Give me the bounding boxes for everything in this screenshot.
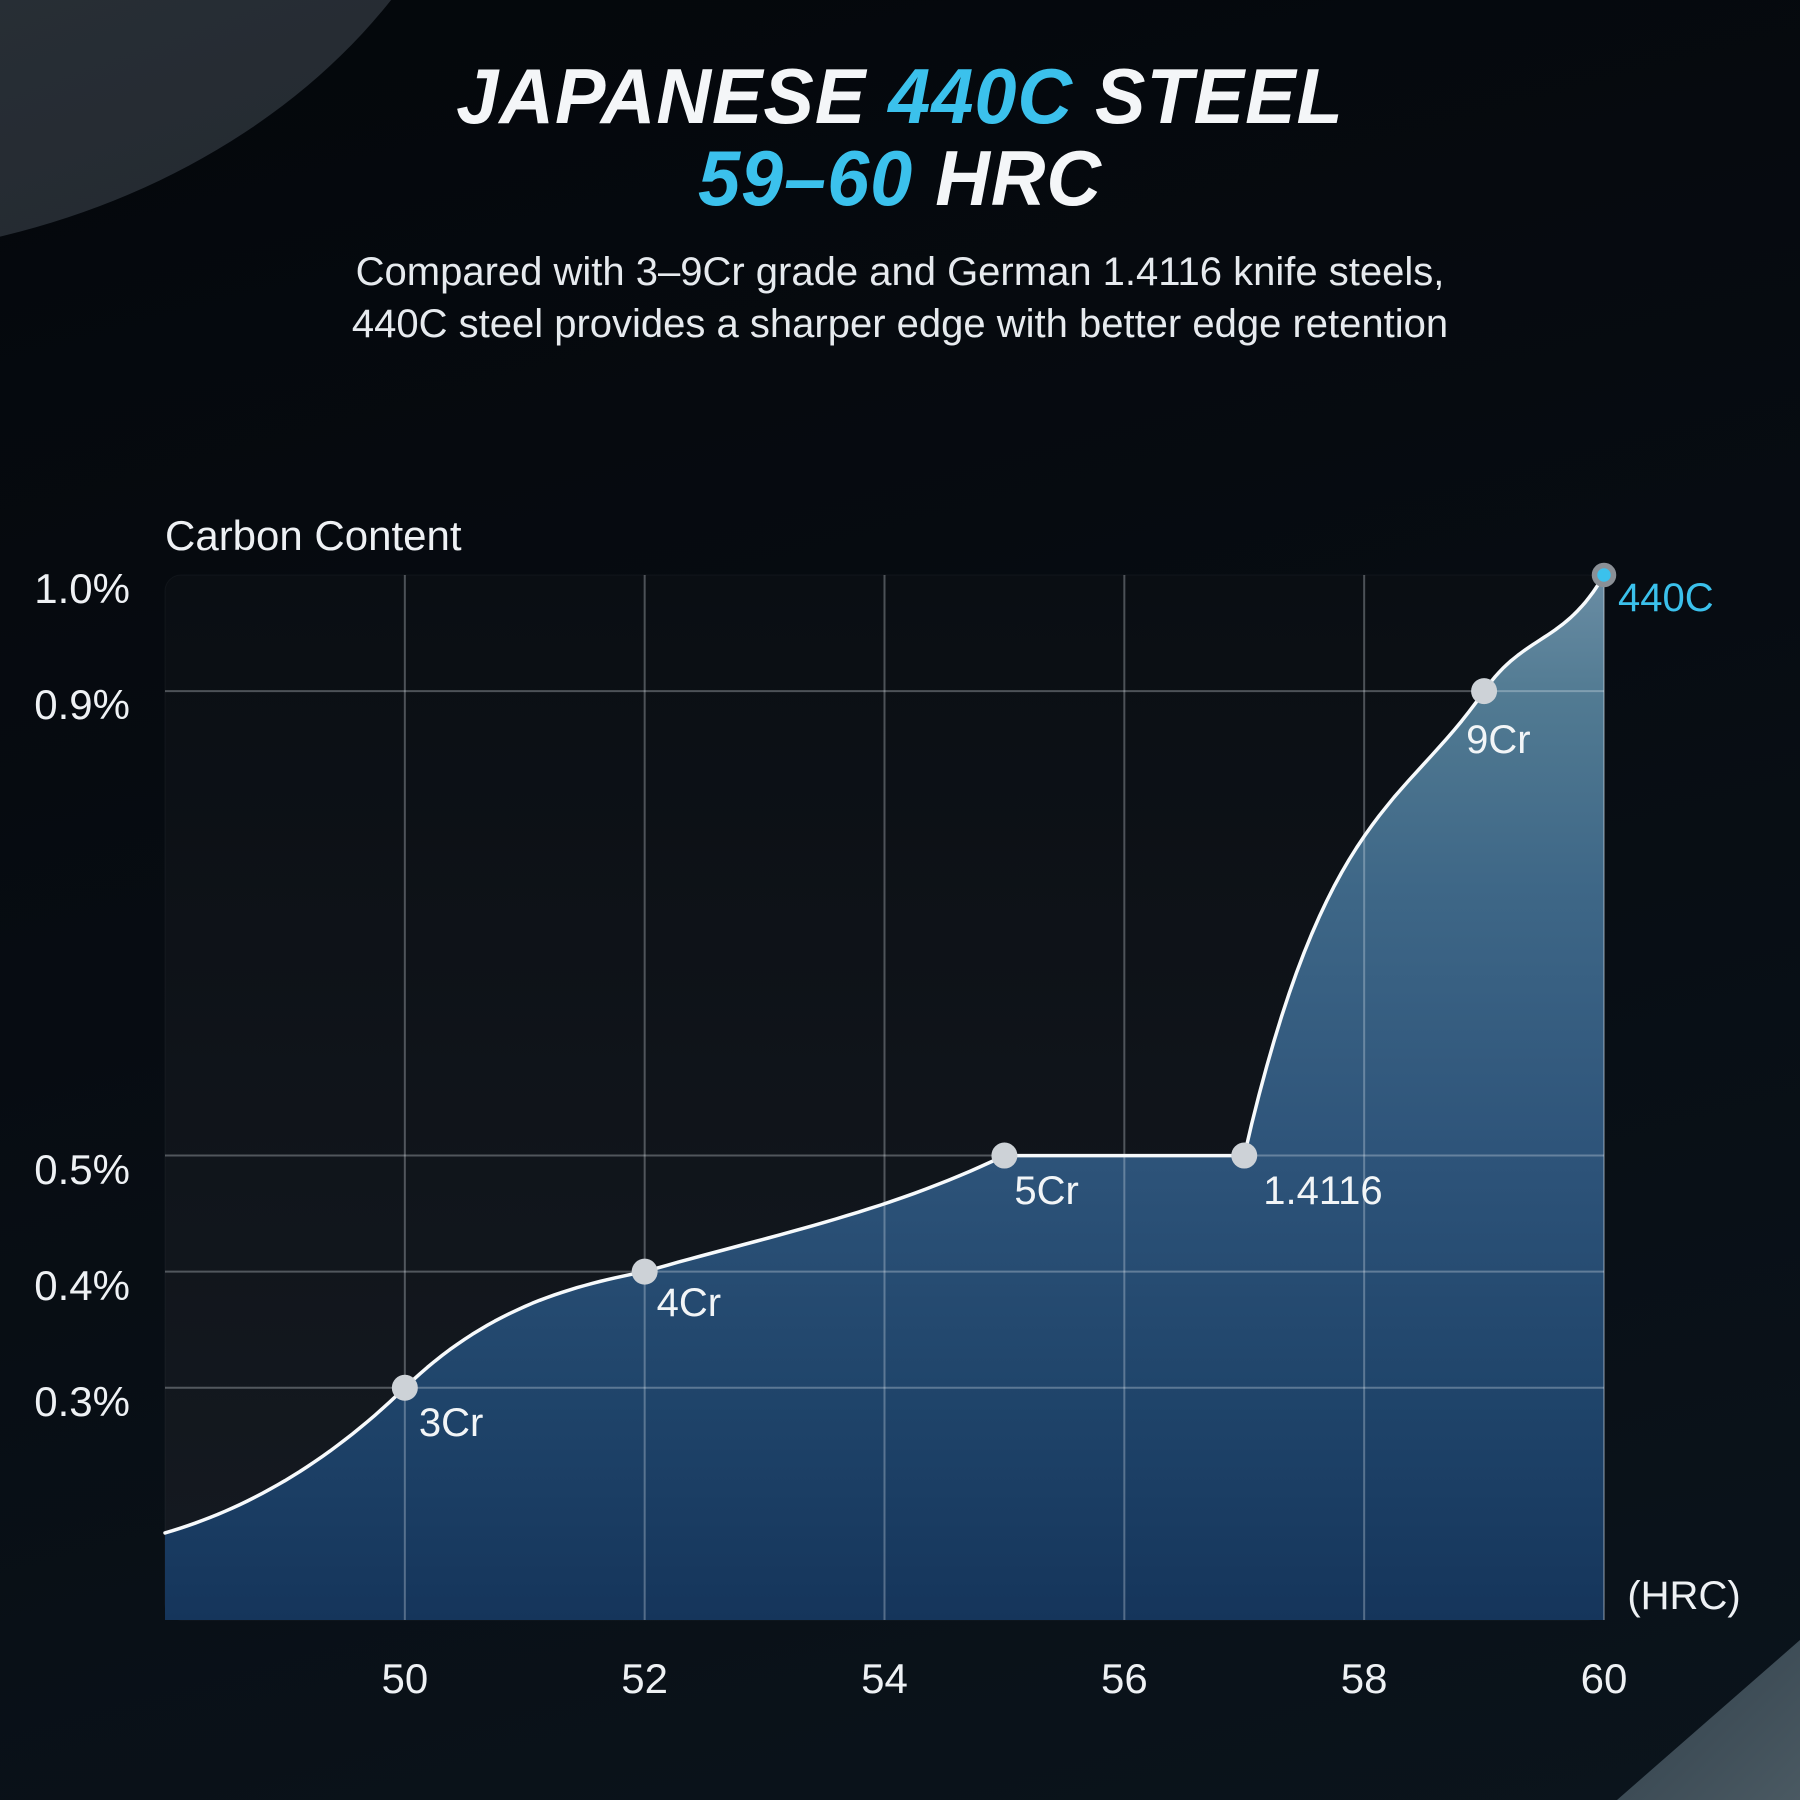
point-label-440c: 440C — [1618, 576, 1714, 620]
x-tick-label-56: 56 — [1100, 1655, 1148, 1702]
title-line1-accent: 440C — [888, 52, 1074, 140]
data-point-4cr — [631, 1258, 658, 1285]
title-line1: JAPANESE 440C STEEL — [27, 55, 1773, 137]
data-point-3cr — [391, 1374, 418, 1401]
point-label-4cr: 4Cr — [656, 1280, 722, 1325]
data-point-9cr — [1471, 678, 1498, 705]
page-title: JAPANESE 440C STEEL 59–60 HRC — [27, 55, 1773, 219]
y-tick-label-0.9%: 0.9% — [34, 681, 130, 729]
area-fill — [165, 575, 1604, 1620]
point-label-5cr: 5Cr — [1014, 1168, 1079, 1213]
subtitle: Compared with 3–9Cr grade and German 1.4… — [0, 246, 1800, 350]
title-line1-pre: JAPANESE — [456, 52, 889, 140]
title-line1-post: STEEL — [1073, 52, 1344, 140]
data-point-440c — [1591, 562, 1617, 588]
y-axis-title: Carbon Content — [165, 512, 462, 559]
data-point-1.4116 — [1231, 1142, 1258, 1169]
x-tick-label-54: 54 — [861, 1655, 908, 1702]
point-label-9cr: 9Cr — [1466, 718, 1531, 763]
title-line2: 59–60 HRC — [27, 137, 1773, 219]
y-tick-label-0.4%: 0.4% — [34, 1261, 130, 1309]
subtitle-line1: Compared with 3–9Cr grade and German 1.4… — [355, 250, 1445, 294]
data-point-5cr — [991, 1142, 1018, 1169]
x-tick-label-52: 52 — [621, 1655, 669, 1702]
x-axis-title: (HRC) — [1627, 1574, 1741, 1618]
x-tick-label-58: 58 — [1340, 1655, 1388, 1702]
point-label-1.4116: 1.4116 — [1263, 1168, 1383, 1213]
y-tick-label-0.5%: 0.5% — [34, 1145, 130, 1193]
y-tick-label-1.0%: 1.0% — [34, 565, 130, 612]
title-line2-post: HRC — [913, 134, 1103, 222]
x-tick-label-50: 50 — [381, 1655, 429, 1702]
title-line2-accent: 59–60 — [697, 134, 914, 222]
point-label-3cr: 3Cr — [418, 1400, 484, 1445]
x-tick-label-60: 60 — [1580, 1655, 1628, 1702]
y-tick-label-0.3%: 0.3% — [34, 1377, 130, 1425]
subtitle-line2: 440C steel provides a sharper edge with … — [351, 302, 1449, 346]
